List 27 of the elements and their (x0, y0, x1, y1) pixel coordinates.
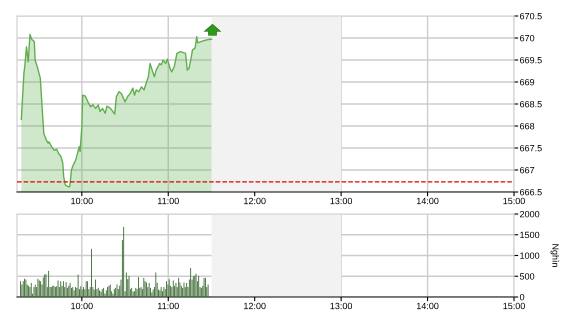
y-tick-label: 669 (520, 78, 534, 86)
x-tick-label: 14:00 (416, 302, 439, 310)
y-axis-title: Nghìn (550, 244, 560, 267)
y-tick-label: 0 (520, 294, 524, 300)
x-tick-label: 10:00 (71, 198, 93, 204)
x-tick-label: 15:00 (503, 198, 525, 204)
y-tick-label: 1500 (520, 232, 540, 238)
x-tick-label: 10:00 (71, 302, 93, 310)
y-tick-label: 670 (520, 34, 534, 42)
x-tick-label: 12:00 (244, 198, 266, 204)
y-tick-label: 670.5 (520, 12, 542, 20)
y-tick-label: 668 (520, 122, 534, 130)
y-tick-label: 668.5 (520, 100, 542, 108)
y-tick-label: 666.5 (520, 188, 542, 196)
y-tick-label: 2000 (520, 210, 540, 218)
x-tick-label: 11:00 (158, 198, 179, 204)
y-tick-label: 667 (520, 166, 534, 174)
y-tick-label: 1000 (520, 252, 540, 259)
y-tick-label: 669.5 (520, 56, 542, 64)
x-tick-label: 12:00 (244, 302, 266, 310)
x-tick-label: 13:00 (330, 198, 352, 204)
x-tick-label: 13:00 (330, 302, 352, 310)
y-tick-label: 500 (520, 273, 534, 280)
y-tick-label: 667.5 (520, 144, 542, 152)
x-tick-label: 11:00 (158, 302, 179, 310)
x-tick-label: 15:00 (503, 302, 525, 310)
x-tick-label: 14:00 (416, 198, 439, 204)
